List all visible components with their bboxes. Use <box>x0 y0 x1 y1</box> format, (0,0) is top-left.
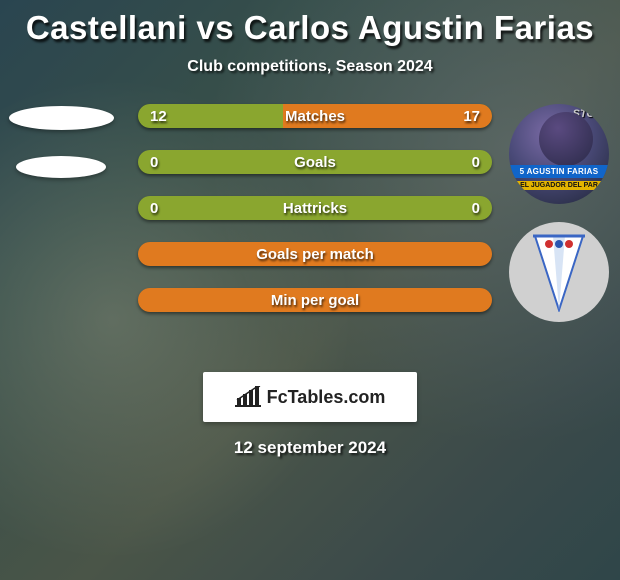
photo-banner-sub: EL JUGADOR DEL PAR <box>509 181 609 190</box>
photo-banner: 5 AGUSTIN FARIAS <box>509 165 609 178</box>
stat-bar: 0 0 Goals <box>138 150 492 174</box>
bar-value-right: 0 <box>472 200 480 217</box>
right-avatar-column: STON 5 AGUSTIN FARIAS EL JUGADOR DEL PAR <box>504 104 614 322</box>
bar-label: Matches <box>285 108 345 125</box>
comparison-card: Castellani vs Carlos Agustin Farias Club… <box>0 0 620 458</box>
page-title: Castellani vs Carlos Agustin Farias <box>0 4 620 48</box>
comparison-stage: STON 5 AGUSTIN FARIAS EL JUGADOR DEL PAR <box>0 104 620 344</box>
left-avatar-column <box>6 104 116 178</box>
bar-value-right: 17 <box>463 108 480 125</box>
microphone-shape <box>539 112 593 166</box>
bar-chart-icon <box>235 386 261 408</box>
right-player-photo: STON 5 AGUSTIN FARIAS EL JUGADOR DEL PAR <box>509 104 609 204</box>
stat-bar: 12 17 Matches <box>138 104 492 128</box>
bar-value-left: 12 <box>150 108 167 125</box>
stat-bar: 0 0 Hattricks <box>138 196 492 220</box>
stat-bars: 12 17 Matches 0 0 Goals 0 0 Hattricks Goals per m… <box>138 104 492 312</box>
bar-label: Goals <box>294 154 336 171</box>
bar-value-left: 0 <box>150 154 158 171</box>
left-avatar-placeholder-2 <box>16 156 106 178</box>
watermark-text: FcTables.com <box>267 387 386 408</box>
bar-label: Goals per match <box>256 246 374 263</box>
bar-value-left: 0 <box>150 200 158 217</box>
subtitle: Club competitions, Season 2024 <box>0 58 620 76</box>
watermark: FcTables.com <box>203 372 417 422</box>
date-text: 12 september 2024 <box>0 438 620 458</box>
bar-value-right: 0 <box>472 154 480 171</box>
right-club-crest <box>509 222 609 322</box>
left-avatar-placeholder-1 <box>9 106 114 130</box>
bar-label: Hattricks <box>283 200 347 217</box>
stat-bar: Min per goal <box>138 288 492 312</box>
stat-bar: Goals per match <box>138 242 492 266</box>
bar-label: Min per goal <box>271 292 359 309</box>
club-pennant-icon <box>529 232 589 312</box>
